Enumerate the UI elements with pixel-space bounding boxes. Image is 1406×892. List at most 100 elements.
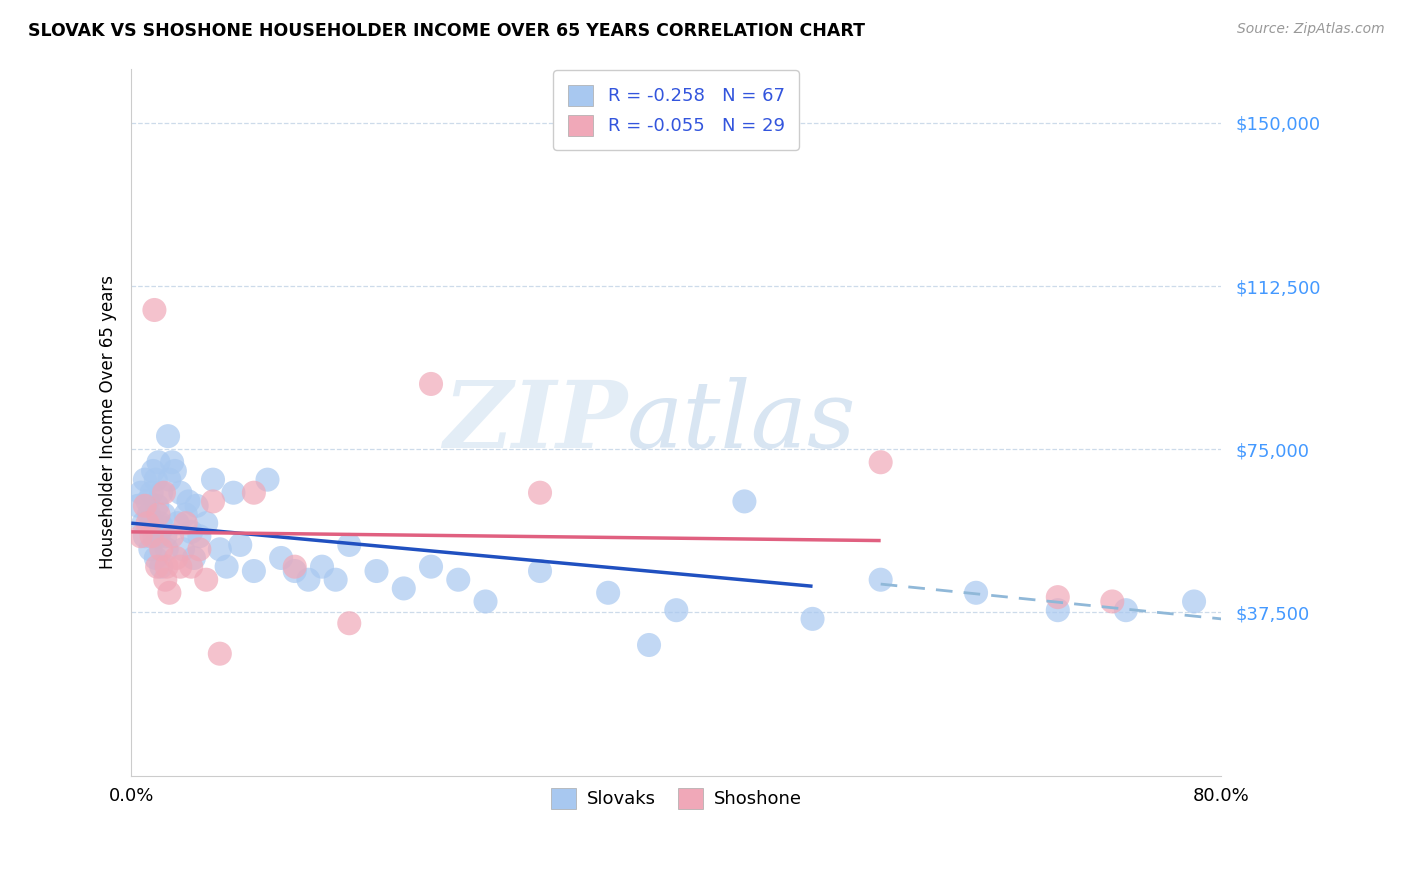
Point <box>148 529 170 543</box>
Point <box>195 573 218 587</box>
Point <box>142 464 165 478</box>
Point <box>222 485 245 500</box>
Point <box>447 573 470 587</box>
Point <box>148 455 170 469</box>
Point <box>134 499 156 513</box>
Point <box>163 464 186 478</box>
Point <box>270 551 292 566</box>
Point <box>183 551 205 566</box>
Point <box>150 485 173 500</box>
Point <box>155 573 177 587</box>
Point <box>186 499 208 513</box>
Point <box>150 542 173 557</box>
Point <box>1046 590 1069 604</box>
Point <box>150 559 173 574</box>
Point <box>145 551 167 566</box>
Text: ZIP: ZIP <box>443 377 627 467</box>
Point <box>188 542 211 557</box>
Point <box>420 559 443 574</box>
Point <box>180 559 202 574</box>
Point <box>143 303 166 318</box>
Point <box>177 494 200 508</box>
Text: Source: ZipAtlas.com: Source: ZipAtlas.com <box>1237 22 1385 37</box>
Point <box>337 538 360 552</box>
Point <box>139 542 162 557</box>
Point <box>529 485 551 500</box>
Point <box>474 594 496 608</box>
Point <box>284 559 307 574</box>
Point <box>598 586 620 600</box>
Point <box>136 516 159 531</box>
Point <box>141 516 163 531</box>
Point <box>132 516 155 531</box>
Point <box>337 616 360 631</box>
Point <box>138 508 160 522</box>
Point <box>169 485 191 500</box>
Point <box>284 564 307 578</box>
Point <box>420 376 443 391</box>
Point <box>243 564 266 578</box>
Point <box>529 564 551 578</box>
Point <box>1182 594 1205 608</box>
Point <box>1046 603 1069 617</box>
Point <box>180 524 202 539</box>
Point <box>166 516 188 531</box>
Point <box>965 586 987 600</box>
Point <box>188 529 211 543</box>
Text: SLOVAK VS SHOSHONE HOUSEHOLDER INCOME OVER 65 YEARS CORRELATION CHART: SLOVAK VS SHOSHONE HOUSEHOLDER INCOME OV… <box>28 22 865 40</box>
Point <box>174 508 197 522</box>
Point <box>156 542 179 557</box>
Point <box>325 573 347 587</box>
Point <box>195 516 218 531</box>
Point <box>153 508 176 522</box>
Point <box>143 529 166 543</box>
Point <box>869 573 891 587</box>
Point <box>208 542 231 557</box>
Point <box>157 473 180 487</box>
Point <box>148 508 170 522</box>
Point <box>229 538 252 552</box>
Text: atlas: atlas <box>627 377 856 467</box>
Point <box>160 529 183 543</box>
Point <box>392 582 415 596</box>
Point <box>134 529 156 543</box>
Point <box>201 494 224 508</box>
Point <box>665 603 688 617</box>
Point <box>366 564 388 578</box>
Point <box>1101 594 1123 608</box>
Point <box>141 485 163 500</box>
Point <box>169 559 191 574</box>
Point <box>141 529 163 543</box>
Point <box>136 494 159 508</box>
Point <box>243 485 266 500</box>
Point <box>201 473 224 487</box>
Point <box>129 529 152 543</box>
Point <box>311 559 333 574</box>
Point <box>256 473 278 487</box>
Point <box>127 499 149 513</box>
Point <box>174 516 197 531</box>
Point <box>157 586 180 600</box>
Point <box>134 473 156 487</box>
Point <box>160 455 183 469</box>
Point <box>153 485 176 500</box>
Point <box>156 559 179 574</box>
Point <box>157 429 180 443</box>
Point <box>733 494 755 508</box>
Legend: Slovaks, Shoshone: Slovaks, Shoshone <box>544 780 808 816</box>
Point <box>215 559 238 574</box>
Point <box>1115 603 1137 617</box>
Point <box>146 499 169 513</box>
Point <box>297 573 319 587</box>
Point <box>165 551 187 566</box>
Point <box>149 516 172 531</box>
Point <box>172 542 194 557</box>
Point <box>146 559 169 574</box>
Point <box>869 455 891 469</box>
Point <box>801 612 824 626</box>
Point <box>129 485 152 500</box>
Point <box>638 638 661 652</box>
Point <box>145 473 167 487</box>
Point <box>155 529 177 543</box>
Y-axis label: Householder Income Over 65 years: Householder Income Over 65 years <box>100 275 117 569</box>
